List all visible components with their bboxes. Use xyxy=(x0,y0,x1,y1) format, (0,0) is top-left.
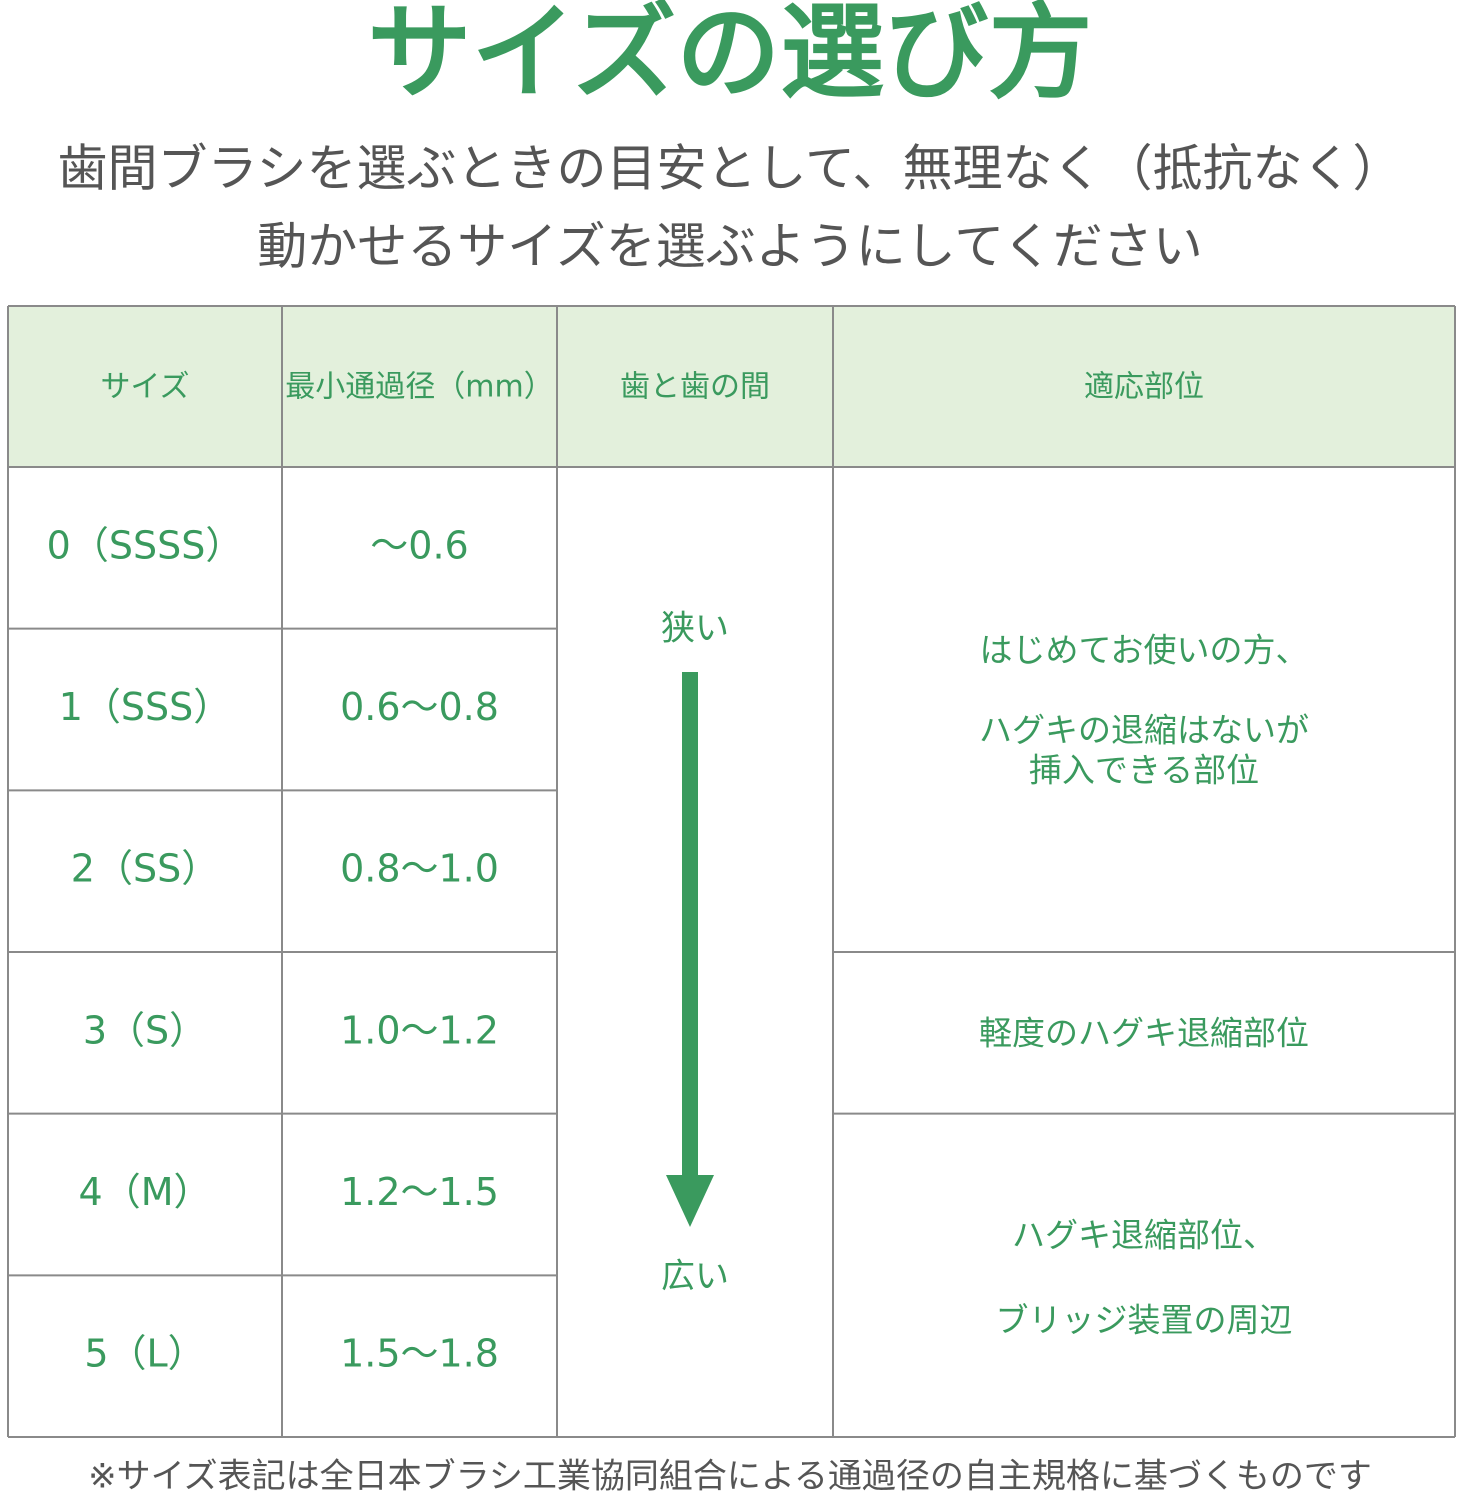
area-text: 軽度のハグキ退縮部位 xyxy=(979,1014,1309,1053)
header-bg xyxy=(8,306,1455,467)
size-cell: 0（SSSS） xyxy=(47,523,244,567)
diameter-cell: 1.2～1.5 xyxy=(340,1170,499,1214)
diameter-cell: 1.5～1.8 xyxy=(340,1332,499,1376)
header-cell: 適応部位 xyxy=(1084,370,1204,405)
diameter-cell: ～0.6 xyxy=(370,523,468,567)
header-cell: 歯と歯の間 xyxy=(620,370,770,405)
diameter-cell: 1.0～1.2 xyxy=(340,1008,499,1052)
subtitle: 動かせるサイズを選ぶようにしてください xyxy=(257,218,1203,276)
size-cell: 2（SS） xyxy=(71,847,219,891)
title: サイズの選び方 xyxy=(368,0,1093,113)
arrow-head xyxy=(666,1175,714,1227)
area-text: ハグキの退縮はないが xyxy=(979,711,1309,750)
size-cell: 5（L） xyxy=(84,1332,205,1376)
size-cell: 3（S） xyxy=(83,1008,207,1052)
footnote: ※サイズ表記は全日本ブラシ工業協同組合による通過径の自主規格に基づくものです xyxy=(88,1457,1372,1497)
table-cells: サイズ 最小通過径（mm） 歯と歯の間 適応部位 0（SSSS） ～0.6 1（SSS） 0.… xyxy=(47,370,1309,1376)
area-text: ハグキ退縮部位、 xyxy=(1012,1216,1276,1255)
area-text: はじめてお使いの方、 xyxy=(979,631,1308,670)
gap-label: 狭い xyxy=(661,609,729,649)
subtitle: 歯間ブラシを選ぶときの目安として、無理なく（抵抗なく） xyxy=(58,140,1403,198)
area-text: ブリッジ装置の周辺 xyxy=(996,1301,1293,1340)
size-cell: 1（SSS） xyxy=(59,685,232,729)
diameter-cell: 0.8～1.0 xyxy=(340,847,499,891)
header-cell: サイズ xyxy=(100,370,189,405)
area-text: 挿入できる部位 xyxy=(1029,751,1259,790)
gap-label: 広い xyxy=(661,1257,729,1297)
table-grid xyxy=(7,305,1456,1438)
header-cell: 最小通過径（mm） xyxy=(285,370,553,405)
diameter-cell: 0.6～0.8 xyxy=(340,685,499,729)
size-cell: 4（M） xyxy=(79,1170,212,1214)
